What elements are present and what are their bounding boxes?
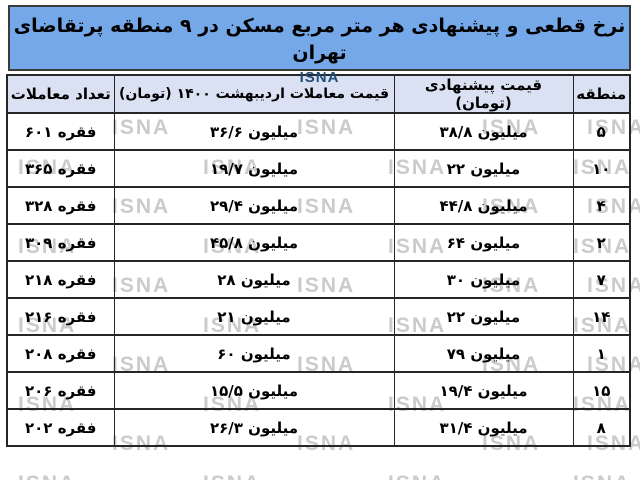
table-row: ۱۰ ۲۲ میلیون ۱۹/۷ میلیون ۳۶۵ فقره <box>6 149 631 188</box>
cell-deal-price: ۳۶/۶ میلیون <box>113 112 395 151</box>
column-header-region: منطقه <box>572 74 631 114</box>
cell-deal-count: ۲۰۶ فقره <box>6 371 115 410</box>
isna-watermark: ISNA <box>18 472 76 480</box>
table-row: ۸ ۳۱/۴ میلیون ۲۶/۳ میلیون ۲۰۲ فقره <box>6 408 631 447</box>
table-row: ۵ ۳۸/۸ میلیون ۳۶/۶ میلیون ۶۰۱ فقره <box>6 112 631 151</box>
column-header-offered-price: قیمت پیشنهادی (تومان) <box>393 74 574 114</box>
table-row: ۱ ۷۹ میلیون ۶۰ میلیون ۲۰۸ فقره <box>6 334 631 373</box>
cell-deal-count: ۲۰۸ فقره <box>6 334 115 373</box>
cell-deal-count: ۲۱۶ فقره <box>6 297 115 336</box>
isna-watermark: ISNA <box>203 472 261 480</box>
cell-region: ۷ <box>572 260 631 299</box>
cell-region: ۱۵ <box>572 371 631 410</box>
cell-region: ۱۴ <box>572 297 631 336</box>
cell-region: ۵ <box>572 112 631 151</box>
cell-deal-count: ۲۱۸ فقره <box>6 260 115 299</box>
cell-deal-count: ۶۰۱ فقره <box>6 112 115 151</box>
isna-watermark: ISNA <box>573 472 631 480</box>
column-header-deal-count: تعداد معاملات <box>6 74 115 114</box>
table-row: ۷ ۳۰ میلیون ۲۸ میلیون ۲۱۸ فقره <box>6 260 631 299</box>
agency-label: ISNA <box>299 69 340 87</box>
cell-offered-price: ۷۹ میلیون <box>393 334 574 373</box>
cell-deal-price: ۲۹/۴ میلیون <box>113 186 395 225</box>
page-title: نرخ قطعی و پیشنهادی هر متر مربع مسکن در … <box>13 15 626 64</box>
cell-offered-price: ۴۴/۸ میلیون <box>393 186 574 225</box>
cell-offered-price: ۲۲ میلیون <box>393 297 574 336</box>
cell-deal-count: ۳۶۵ فقره <box>6 149 115 188</box>
table-graphic: نرخ قطعی و پیشنهادی هر متر مربع مسکن در … <box>6 5 631 447</box>
isna-watermark: ISNA <box>388 472 446 480</box>
cell-region: ۱۰ <box>572 149 631 188</box>
cell-deal-price: ۲۶/۳ میلیون <box>113 408 395 447</box>
cell-deal-price: ۲۱ میلیون <box>113 297 395 336</box>
cell-region: ۸ <box>572 408 631 447</box>
cell-offered-price: ۶۴ میلیون <box>393 223 574 262</box>
cell-deal-price: ۱۹/۷ میلیون <box>113 149 395 188</box>
cell-deal-price: ۶۰ میلیون <box>113 334 395 373</box>
cell-deal-count: ۳۲۸ فقره <box>6 186 115 225</box>
cell-offered-price: ۱۹/۴ میلیون <box>393 371 574 410</box>
cell-region: ۴ <box>572 186 631 225</box>
title-bar: نرخ قطعی و پیشنهادی هر متر مربع مسکن در … <box>8 5 631 86</box>
table-row: ۲ ۶۴ میلیون ۴۵/۸ میلیون ۳۰۹ فقره <box>6 223 631 262</box>
cell-offered-price: ۳۱/۴ میلیون <box>393 408 574 447</box>
cell-offered-price: ۳۸/۸ میلیون <box>393 112 574 151</box>
header-row: منطقه قیمت پیشنهادی (تومان) قیمت معاملات… <box>6 74 631 114</box>
table-wrapper: منطقه قیمت پیشنهادی (تومان) قیمت معاملات… <box>6 74 631 447</box>
cell-deal-price: ۲۸ میلیون <box>113 260 395 299</box>
table-row: ۱۴ ۲۲ میلیون ۲۱ میلیون ۲۱۶ فقره <box>6 297 631 336</box>
cell-deal-price: ۱۵/۵ میلیون <box>113 371 395 410</box>
cell-deal-count: ۲۰۲ فقره <box>6 408 115 447</box>
cell-offered-price: ۳۰ میلیون <box>393 260 574 299</box>
cell-region: ۲ <box>572 223 631 262</box>
cell-deal-count: ۳۰۹ فقره <box>6 223 115 262</box>
column-header-deal-price: قیمت معاملات اردیبهشت ۱۴۰۰ (تومان) <box>113 74 395 114</box>
cell-offered-price: ۲۲ میلیون <box>393 149 574 188</box>
cell-region: ۱ <box>572 334 631 373</box>
cell-deal-price: ۴۵/۸ میلیون <box>113 223 395 262</box>
table-row: ۱۵ ۱۹/۴ میلیون ۱۵/۵ میلیون ۲۰۶ فقره <box>6 371 631 410</box>
table-row: ۴ ۴۴/۸ میلیون ۲۹/۴ میلیون ۳۲۸ فقره <box>6 186 631 225</box>
data-table: منطقه قیمت پیشنهادی (تومان) قیمت معاملات… <box>6 74 631 447</box>
